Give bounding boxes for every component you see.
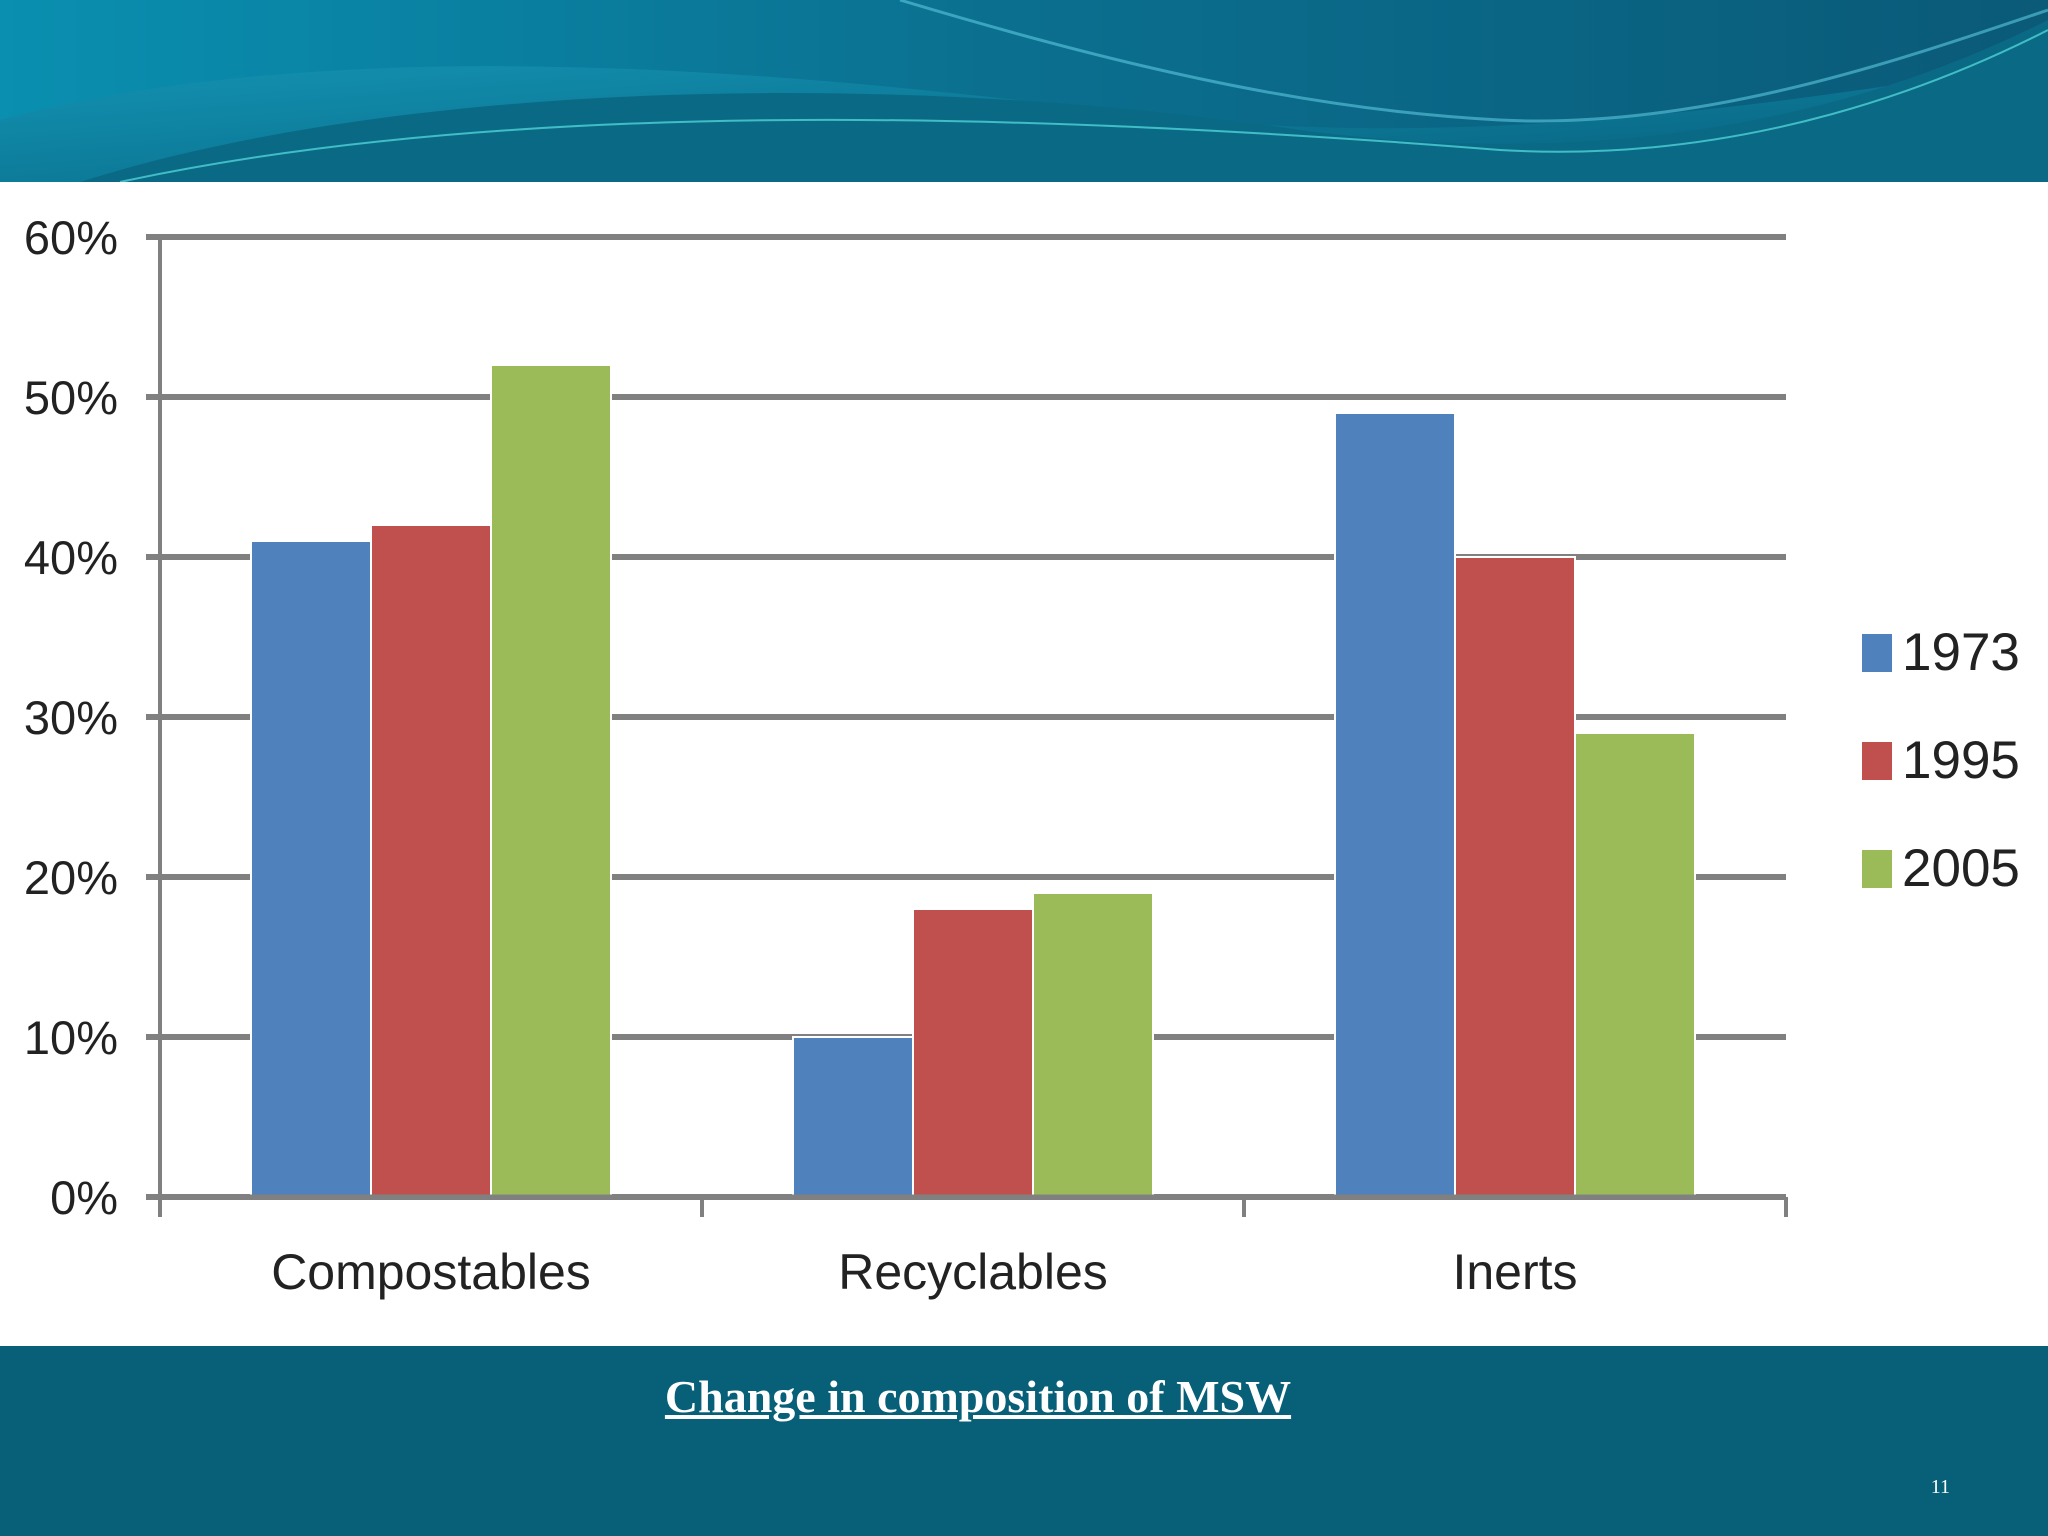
legend-swatch-1973 [1862, 634, 1892, 672]
y-tick-label: 50% [24, 371, 118, 424]
bar-1995-compostables [370, 524, 492, 1198]
axes: 0% 10% 20% 30% 40% 50% 60% Compostables Recyclab… [24, 211, 1788, 1300]
y-tick-label: 60% [24, 211, 118, 264]
legend-label-2005: 2005 [1902, 839, 2020, 898]
bar-chart: 0% 10% 20% 30% 40% 50% 60% Compostables Recyclab… [24, 211, 2020, 1300]
bar-1995-inerts [1454, 556, 1576, 1198]
x-category-label: Compostables [271, 1244, 591, 1300]
legend-swatch-1995 [1862, 742, 1892, 780]
legend-swatch-2005 [1862, 850, 1892, 888]
bar-1995-recyclables [912, 908, 1034, 1198]
y-tick-label: 20% [24, 851, 118, 904]
bar-2005-recyclables [1032, 892, 1154, 1198]
legend-label-1995: 1995 [1902, 731, 2020, 790]
y-tick-label: 0% [50, 1171, 118, 1224]
chart-panel: 0% 10% 20% 30% 40% 50% 60% Compostables Recyclab… [0, 182, 2048, 1346]
bar-2005-compostables [490, 364, 612, 1198]
bar-2005-inerts [1574, 732, 1696, 1198]
bar-1973-recyclables [792, 1036, 914, 1198]
page-number: 11 [1930, 1476, 1950, 1498]
legend-label-1973: 1973 [1902, 623, 2020, 682]
chart-caption: Change in composition of MSW [664, 1371, 1292, 1422]
legend: 1973 1995 2005 [1862, 623, 2020, 898]
x-category-label: Recyclables [838, 1244, 1108, 1300]
x-category-label: Inerts [1452, 1244, 1577, 1300]
y-tick-label: 30% [24, 691, 118, 744]
header-banner [0, 0, 2048, 182]
bars [250, 364, 1696, 1198]
y-tick-label: 10% [24, 1011, 118, 1064]
bar-1973-inerts [1334, 412, 1456, 1198]
bar-1973-compostables [250, 540, 372, 1198]
y-tick-label: 40% [24, 531, 118, 584]
